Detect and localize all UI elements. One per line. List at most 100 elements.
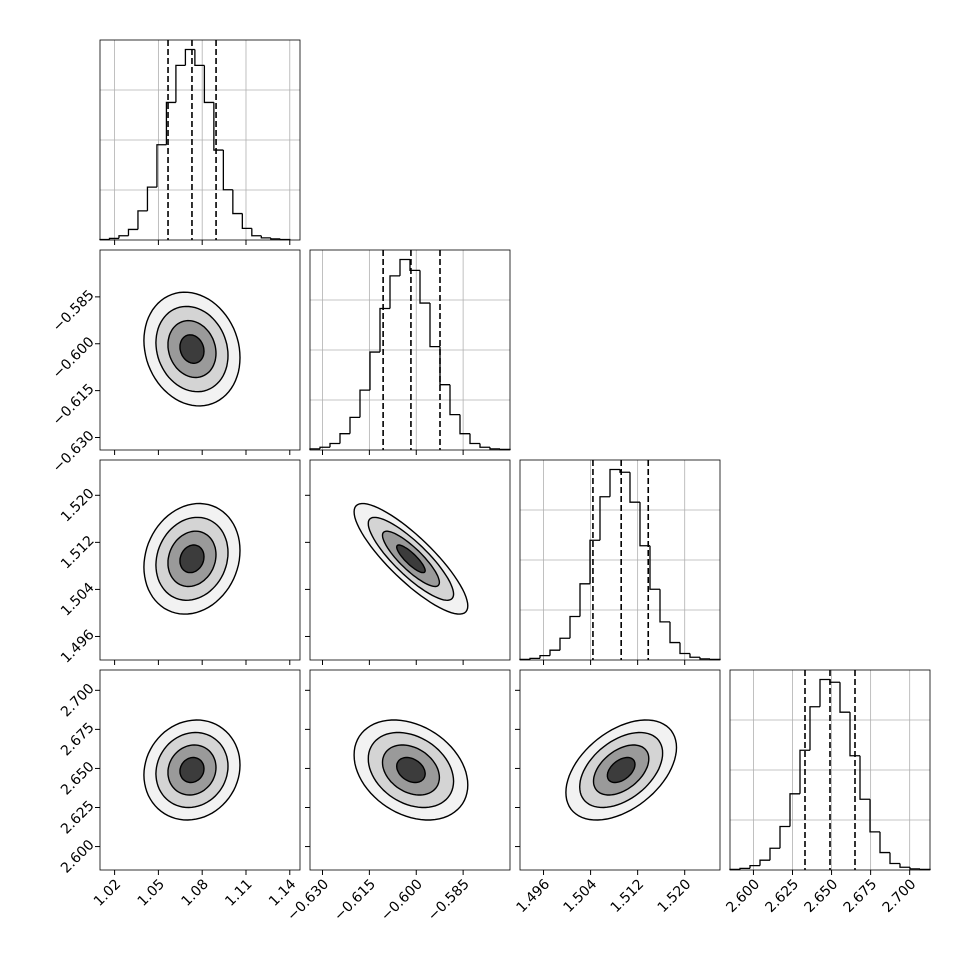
panel-frame [729,669,931,871]
histogram-bin [749,864,760,869]
histogram-bin [127,228,138,236]
histogram-bin [799,749,810,794]
x-tick-label: 1.520 [655,876,695,916]
y-tick-label: 1.512 [58,533,98,573]
histogram-bin [419,270,430,304]
x-tick-label: 2.600 [723,876,763,916]
histogram-bin [569,615,580,639]
histogram-bin [579,583,590,617]
histogram-bin [349,416,360,434]
panel-frame [519,669,721,871]
x-tick-label: 2.675 [841,876,881,916]
panel-frame [99,459,301,661]
histogram-bin [819,678,830,707]
histogram-bin [679,642,690,655]
histogram-bin [849,712,860,757]
x-tick-label: 1.504 [561,876,601,916]
y-tick-label: 1.496 [58,627,98,667]
histogram-bin [489,447,500,450]
density-contour [395,544,426,574]
histogram-bin [759,859,770,866]
histogram-bin [779,825,790,849]
panel-frame [309,249,511,451]
histogram-bin [439,346,450,386]
histogram-bin [529,657,540,660]
panel-frame [309,669,511,871]
panel-frame [99,249,301,451]
histogram-bin [260,235,271,239]
histogram-bin [369,351,380,391]
y-tick-label: −0.630 [50,428,98,476]
histogram-bin [899,863,910,868]
histogram-bin [379,307,390,353]
histogram-bin [639,502,650,547]
y-tick-label: −0.615 [50,381,98,429]
histogram-bin [165,101,176,145]
histogram-bin [479,443,490,448]
density-contour [395,756,426,784]
histogram-bin [539,654,550,659]
histogram-bin [213,102,224,151]
histogram-bin [599,496,610,541]
histogram-bin [449,384,460,416]
x-tick-label: −0.585 [425,876,473,924]
histogram-bin [409,259,420,272]
y-tick-label: 1.520 [58,486,98,526]
histogram-bin [429,303,440,348]
histogram-bin [699,657,710,660]
x-tick-label: 1.11 [222,876,255,909]
histogram-bin [869,799,880,833]
histogram-bin [241,213,252,230]
histogram-bin [659,589,670,623]
histogram-bin [108,237,119,240]
histogram-bin [879,831,890,854]
histogram-bin [549,649,560,656]
y-tick-label: 2.625 [58,798,98,838]
histogram-bin [789,793,800,827]
y-tick-label: 1.504 [58,580,98,620]
y-tick-label: −0.585 [50,287,98,335]
x-tick-label: 2.650 [802,876,842,916]
histogram-bin [203,65,214,104]
x-tick-label: 1.05 [135,876,168,909]
x-tick-label: 1.512 [608,876,648,916]
panel-frame [99,39,301,241]
histogram-bin [669,621,680,644]
histogram-bin [689,653,700,658]
histogram-bin [809,706,820,751]
histogram-bin [339,433,350,444]
y-tick-label: 2.600 [58,837,98,877]
histogram-bin [589,539,600,584]
histogram-bin [649,545,660,590]
x-tick-label: −0.615 [331,876,379,924]
histogram-bin [184,48,195,66]
histogram-bin [156,144,167,188]
histogram-bin [739,867,750,870]
histogram-bin [909,867,920,870]
density-contour [179,334,205,364]
histogram-bin [270,237,281,240]
x-tick-label: 2.625 [762,876,802,916]
histogram-bin [359,389,370,418]
y-tick-label: 2.675 [58,720,98,760]
histogram-bin [194,49,205,67]
histogram-bin [459,414,470,435]
panel-frame [309,459,511,661]
x-tick-label: 1.496 [514,876,554,916]
y-tick-label: 2.650 [58,759,98,799]
histogram-bin [118,235,129,239]
histogram-bin [329,442,340,448]
histogram-bin [469,433,480,445]
histogram-bin [175,64,186,103]
histogram-bin [251,228,262,237]
histogram-bin [889,852,900,865]
histogram-bin [222,150,233,191]
x-tick-label: −0.600 [378,876,426,924]
y-tick-label: −0.600 [50,334,98,382]
density-contour [179,544,205,574]
y-tick-label: 2.700 [58,681,98,721]
density-contour [179,756,205,784]
x-tick-label: 1.08 [178,876,211,909]
histogram-bin [839,682,850,713]
